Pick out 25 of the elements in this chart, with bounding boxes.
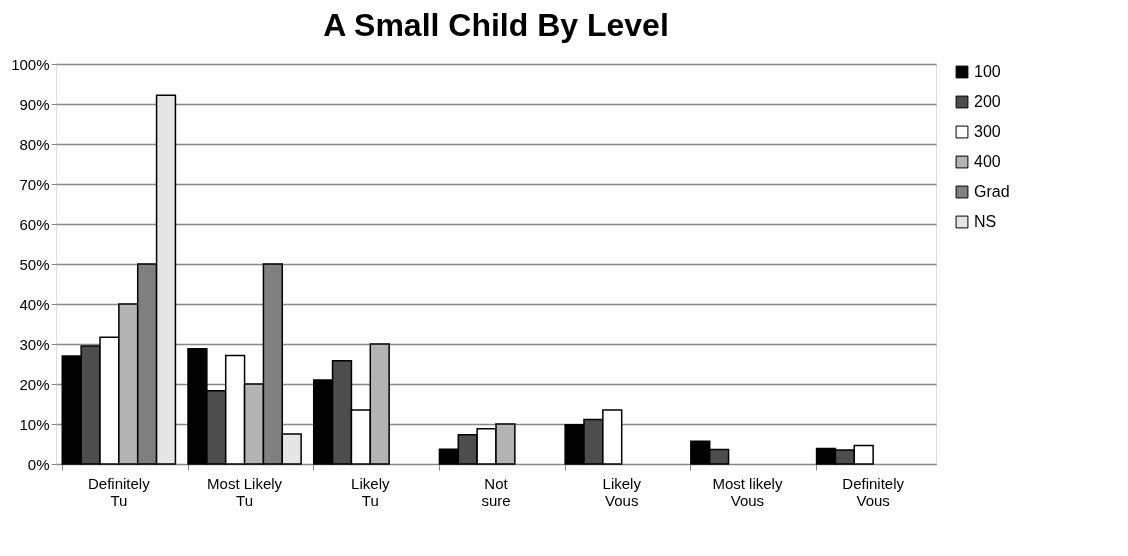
x-tick-label: Definitely Tu bbox=[88, 474, 151, 509]
legend-label: 200 bbox=[974, 93, 1001, 110]
y-tick-label: 90% bbox=[19, 95, 50, 113]
chart-title: A Small Child By Level bbox=[323, 7, 669, 43]
legend-label: 400 bbox=[974, 153, 1001, 170]
x-tick-label: Most likely Vous bbox=[712, 474, 783, 509]
x-tick-label: Likely Tu bbox=[351, 474, 390, 509]
x-tick-label: Definitely Vous bbox=[842, 474, 905, 509]
legend-label: 100 bbox=[974, 63, 1001, 80]
x-tick-label: Likely Vous bbox=[602, 474, 642, 509]
y-tick-label: 50% bbox=[19, 255, 50, 273]
legend-label: 300 bbox=[974, 123, 1001, 140]
legend-label: NS bbox=[974, 213, 997, 230]
x-tick-label: Not sure bbox=[481, 474, 511, 509]
y-tick-label: 0% bbox=[27, 455, 50, 473]
x-tick-label: Most Likely Tu bbox=[207, 474, 283, 509]
legend-label: Grad bbox=[974, 183, 1010, 200]
y-tick-label: 30% bbox=[19, 335, 50, 353]
y-tick-label: 60% bbox=[19, 215, 50, 233]
y-tick-label: 80% bbox=[19, 135, 50, 153]
y-tick-label: 70% bbox=[19, 175, 50, 193]
y-tick-label: 10% bbox=[19, 415, 50, 433]
y-tick-label: 100% bbox=[11, 55, 50, 73]
y-tick-label: 40% bbox=[19, 295, 50, 313]
y-tick-label: 20% bbox=[19, 375, 50, 393]
